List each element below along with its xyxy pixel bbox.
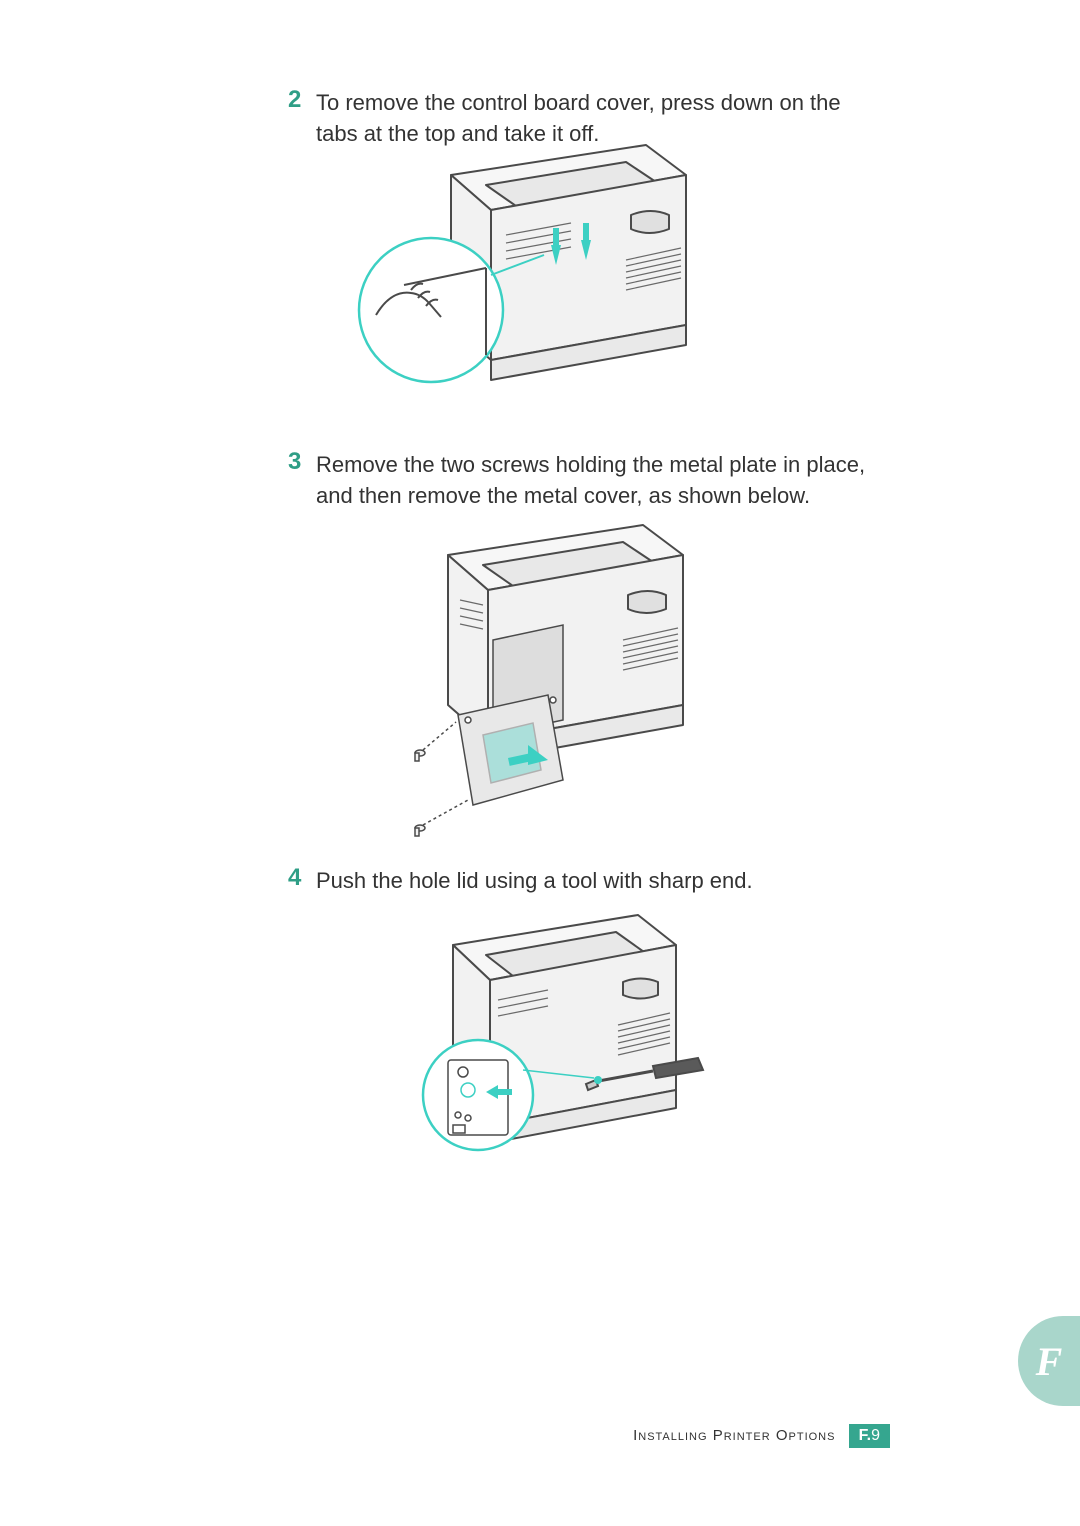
illustration-plate [388, 520, 728, 840]
illustration-cover [356, 140, 726, 405]
step-number: 2 [288, 86, 301, 114]
step-number: 4 [288, 864, 301, 892]
section-tab: F [1018, 1316, 1080, 1406]
step-text: Remove the two screws holding the metal … [316, 450, 876, 512]
step-number: 3 [288, 448, 301, 476]
illustration-tool [398, 910, 718, 1195]
page-badge: F.9 [849, 1424, 890, 1448]
page: 2 To remove the control board cover, pre… [0, 0, 1080, 1526]
footer: Installing Printer Options F.9 [633, 1424, 890, 1448]
footer-label: Installing Printer Options [633, 1427, 835, 1444]
badge-prefix: F. [859, 1427, 871, 1444]
step-text: Push the hole lid using a tool with shar… [316, 866, 876, 897]
badge-num: 9 [871, 1427, 880, 1444]
section-tab-letter: F [1036, 1338, 1063, 1385]
